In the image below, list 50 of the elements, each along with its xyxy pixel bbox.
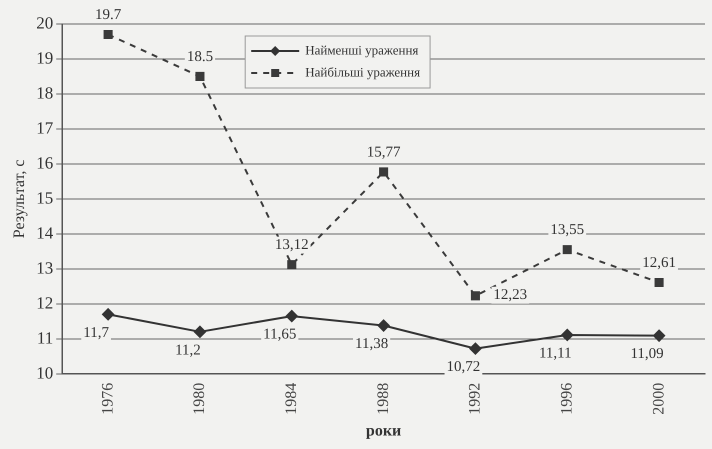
data-label: 12,61 xyxy=(642,254,676,271)
point xyxy=(653,330,666,342)
data-label: 12,23 xyxy=(493,287,528,304)
point xyxy=(469,342,482,355)
data-label: 15,77 xyxy=(366,144,401,160)
point xyxy=(470,291,480,300)
y-tick-label: 12 xyxy=(36,293,54,312)
point xyxy=(654,278,664,288)
x-tick-label: 1992 xyxy=(466,382,484,415)
data-label: 19.7 xyxy=(94,6,122,23)
y-tick-label: 20 xyxy=(36,13,54,32)
data-label: 10,72 xyxy=(446,359,480,376)
point xyxy=(195,72,204,82)
point xyxy=(561,328,574,341)
data-label: 13,12 xyxy=(274,237,309,254)
y-tick-label: 14 xyxy=(36,223,54,242)
y-tick-label: 16 xyxy=(36,153,54,172)
point xyxy=(378,320,390,332)
data-label: 18.5 xyxy=(186,48,214,65)
y-tick-label: 17 xyxy=(36,118,54,138)
point xyxy=(562,245,572,254)
point xyxy=(379,167,388,176)
x-axis-title: роки xyxy=(366,422,402,440)
x-tick-label: 1980 xyxy=(191,382,208,415)
legend-label: Найменші ураження xyxy=(305,42,418,58)
x-tick-label: 1976 xyxy=(99,382,116,415)
data-label: 11,2 xyxy=(175,342,201,358)
data-label: 11,09 xyxy=(630,346,664,362)
point xyxy=(194,326,206,338)
data-label: 13,55 xyxy=(550,222,584,238)
x-tick-label: 1988 xyxy=(374,382,392,415)
x-tick-label: 1984 xyxy=(282,382,300,415)
point xyxy=(104,30,113,40)
y-tick-label: 13 xyxy=(36,258,54,278)
y-axis-title: Результат, с xyxy=(10,160,28,238)
point xyxy=(287,260,296,270)
y-tick-label: 11 xyxy=(36,328,54,348)
data-label: 11,11 xyxy=(538,345,572,362)
legend-label: Найбільші ураження xyxy=(305,64,420,80)
point xyxy=(102,308,114,320)
data-label: 11,7 xyxy=(83,324,110,341)
x-tick-label: 1996 xyxy=(558,382,576,415)
data-label: 11,38 xyxy=(355,336,388,352)
y-tick-label: 18 xyxy=(36,83,54,102)
data-label: 11,65 xyxy=(263,326,296,343)
x-tick-label: 2000 xyxy=(650,382,668,415)
y-tick-label: 15 xyxy=(36,188,54,208)
y-tick-label: 10 xyxy=(36,363,54,382)
y-tick-label: 19 xyxy=(36,48,54,68)
point xyxy=(286,310,298,322)
